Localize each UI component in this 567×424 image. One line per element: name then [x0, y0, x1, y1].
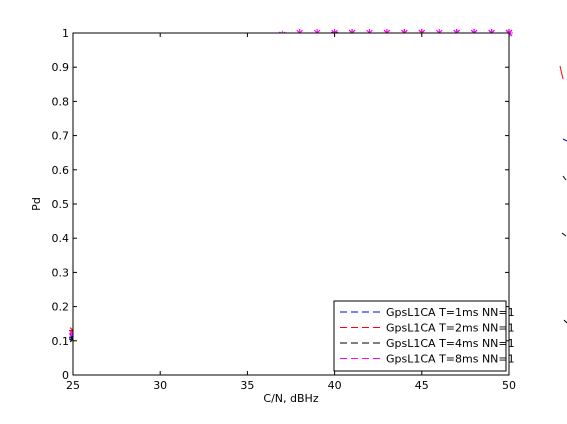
x-tick-label: 35 [240, 379, 254, 392]
y-tick-label: 0 [62, 369, 69, 382]
edge-black-mark [561, 232, 567, 237]
clipped-neighbor-marks [559, 65, 567, 324]
y-tick-label: 0.8 [52, 95, 70, 108]
x-tick-label: 45 [415, 379, 429, 392]
legend: GpsL1CA T=1ms NN=1 GpsL1CA T=2ms NN=1 GpsL… [333, 300, 515, 372]
x-tick-label: 50 [502, 379, 516, 392]
y-tick-label: 1 [62, 27, 69, 40]
legend-box [333, 300, 507, 372]
legend-label: GpsL1CA T=2ms NN=1 [386, 322, 515, 335]
y-tick-label: 0.6 [52, 164, 70, 177]
legend-label: GpsL1CA T=8ms NN=1 [386, 353, 515, 366]
edge-black-mark [562, 175, 567, 181]
y-tick-label: 0.7 [52, 130, 70, 143]
y-tick-label: 0.1 [52, 335, 70, 348]
legend-label: GpsL1CA T=4ms NN=1 [386, 337, 515, 350]
y-tick-label: 0.9 [52, 61, 70, 74]
x-axis-label: C/N, dBHz [263, 392, 318, 405]
y-axis-label: Pd [30, 197, 43, 211]
edge-red-mark [559, 65, 564, 80]
x-tick-label: 25 [66, 379, 80, 392]
y-tick-label: 0.2 [52, 301, 70, 314]
y-tick-label: 0.4 [52, 232, 70, 245]
y-tick-label: 0.3 [52, 266, 70, 279]
x-tick-label: 30 [153, 379, 167, 392]
edge-blue-mark [562, 138, 567, 142]
legend-label: GpsL1CA T=1ms NN=1 [386, 306, 515, 319]
x-tick-label: 40 [328, 379, 342, 392]
y-tick-label: 0.5 [52, 198, 70, 211]
